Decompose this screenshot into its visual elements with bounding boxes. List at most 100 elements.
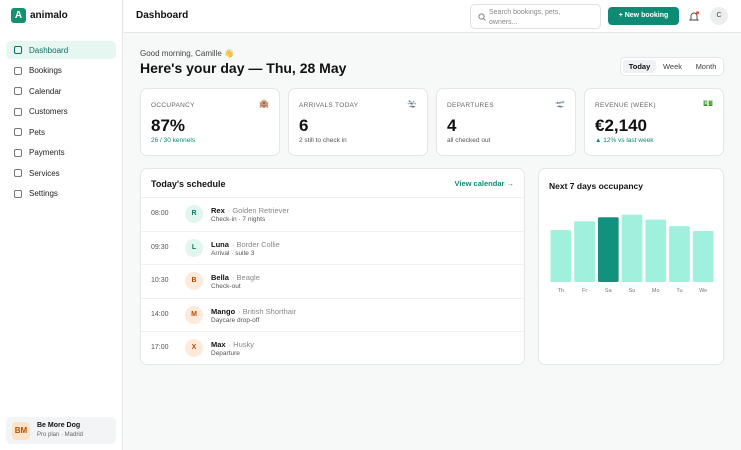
booking-detail: Check-in · 7 nights [211, 216, 266, 223]
search-placeholder: Search bookings, pets, owners... [489, 9, 561, 26]
pet-name: Max [211, 340, 226, 349]
nav-item[interactable]: Settings [6, 185, 116, 203]
sidebar: A animalo BM Be More Dog Pro plan · Madr… [0, 0, 123, 450]
account-initials: BM [12, 422, 30, 440]
bar [574, 221, 595, 282]
booking-detail: Check-out [211, 283, 241, 290]
stat-value: 6 [299, 116, 309, 135]
bar [645, 219, 667, 282]
logo: A [11, 8, 26, 23]
time: 08:00 [151, 210, 169, 217]
bar [692, 230, 714, 282]
schedule-row[interactable]: 10:30 B Bella · Beagle Check-out [141, 264, 524, 297]
nav-icon [14, 107, 22, 116]
stat-label: REVENUE (WEEK) [595, 102, 656, 109]
pet-avatar: X [185, 339, 203, 357]
account-plan: Pro plan · Madrid [37, 432, 84, 438]
nav-icon [14, 148, 22, 157]
nav-icon [14, 169, 22, 177]
stat-icon: 💵 [703, 99, 713, 108]
time: 09:30 [151, 243, 169, 251]
pet-name: Mango [211, 306, 236, 316]
stat-card: ARRIVALS TODAY 🛬 6 2 still to check in [288, 88, 428, 156]
bar [550, 230, 572, 282]
nav-icon [14, 128, 22, 136]
pet-name: Bella [211, 273, 229, 282]
nav-icon [14, 87, 22, 95]
schedule-row[interactable]: 14:00 M Mango · British Shorthair Daycare dr… [141, 297, 524, 331]
search[interactable]: Search bookings, pets, owners... [470, 4, 601, 29]
pet-name: Rex [211, 206, 225, 215]
range-tab[interactable]: Month [695, 62, 717, 71]
stat-card: DEPARTURES 🛫 4 all checked out [436, 88, 576, 156]
range-tab[interactable]: Week [662, 62, 683, 71]
x-tick-label: Fr [582, 288, 587, 294]
x-tick-label: We [699, 288, 707, 294]
x-tick-label: Su [629, 288, 636, 294]
stat-note: 2 still to check in [299, 137, 347, 144]
pet-breed: · Husky [228, 340, 255, 349]
stat-card: OCCUPANCY 🏨 87% 26 / 30 kennels [140, 88, 280, 156]
stat-label: ARRIVALS TODAY [299, 102, 359, 109]
booking-detail: Departure [211, 350, 240, 357]
bar [597, 217, 619, 282]
pet-breed: · Beagle [231, 273, 260, 282]
occupancy-card: Next 7 days occupancy Th Fr Sa Su Mo Tu We [538, 168, 724, 365]
pet-name: Luna [211, 239, 229, 249]
stat-label: DEPARTURES [447, 102, 494, 109]
stat-icon: 🛫 [555, 99, 565, 108]
stat-value: 87% [151, 116, 186, 135]
stat-icon: 🏨 [259, 99, 269, 108]
nav-item[interactable]: Services [6, 164, 116, 182]
booking-detail: Arrival · suite 3 [211, 249, 255, 257]
pet-avatar: M [185, 305, 203, 324]
time: 14:00 [151, 310, 169, 318]
pet-avatar: L [185, 238, 203, 257]
nav-item[interactable]: Calendar [6, 82, 116, 100]
account-name: Be More Dog [37, 422, 81, 429]
range-tabs: Today Week Month [620, 57, 724, 76]
nav-item[interactable]: Customers [6, 103, 116, 121]
pet-avatar: R [185, 205, 203, 223]
stat-card: REVENUE (WEEK) 💵 €2,140 ▲ 12% vs last week [584, 88, 724, 156]
bar [621, 214, 643, 282]
schedule-row[interactable]: 17:00 X Max · Husky Departure [141, 331, 524, 364]
stat-value: €2,140 [595, 116, 647, 135]
stat-note: all checked out [447, 137, 491, 144]
nav-icon [14, 46, 22, 54]
range-tab[interactable]: Today [623, 60, 656, 73]
view-calendar-link[interactable]: View calendar → [454, 179, 514, 188]
greeting: Good morning, Camille 👋 [140, 49, 234, 58]
x-tick-label: Mo [652, 288, 660, 294]
time: 17:00 [151, 344, 169, 351]
nav-icon [14, 189, 22, 198]
page-title: Dashboard [136, 10, 189, 21]
nav-item[interactable]: Payments [6, 144, 116, 162]
brand: animalo [30, 10, 68, 21]
pet-avatar: B [185, 272, 203, 290]
nav-item[interactable]: Bookings [6, 62, 116, 80]
user-avatar[interactable]: C [710, 7, 728, 25]
booking-detail: Daycare drop-off [211, 316, 260, 324]
time: 10:30 [151, 277, 169, 284]
stat-label: OCCUPANCY [151, 102, 195, 109]
nav-item[interactable]: Pets [6, 123, 116, 141]
new-booking-button[interactable]: + New booking [608, 7, 679, 25]
nav-item[interactable]: Dashboard [6, 41, 116, 59]
notifications[interactable] [689, 11, 699, 22]
x-tick-label: Tu [676, 288, 682, 294]
stat-icon: 🛬 [407, 99, 417, 108]
schedule-row[interactable]: 09:30 L Luna · Border Collie Arrival · suite… [141, 230, 524, 264]
pet-breed: · Border Collie [231, 239, 280, 249]
chart-title: Next 7 days occupancy [549, 181, 644, 191]
stat-note: 26 / 30 kennels [151, 137, 196, 144]
x-tick-label: Th [558, 288, 564, 294]
schedule-card: Today's schedule View calendar → 08:00 R R… [140, 168, 525, 365]
stat-value: 4 [447, 116, 457, 135]
x-tick-label: Sa [605, 288, 613, 294]
search-icon [478, 13, 486, 21]
heading: Here's your day — Thu, 28 May [140, 60, 347, 76]
account[interactable]: BM Be More Dog Pro plan · Madrid [6, 417, 116, 444]
schedule-row[interactable]: 08:00 R Rex · Golden Retriever Check-in · 7 … [141, 197, 524, 230]
